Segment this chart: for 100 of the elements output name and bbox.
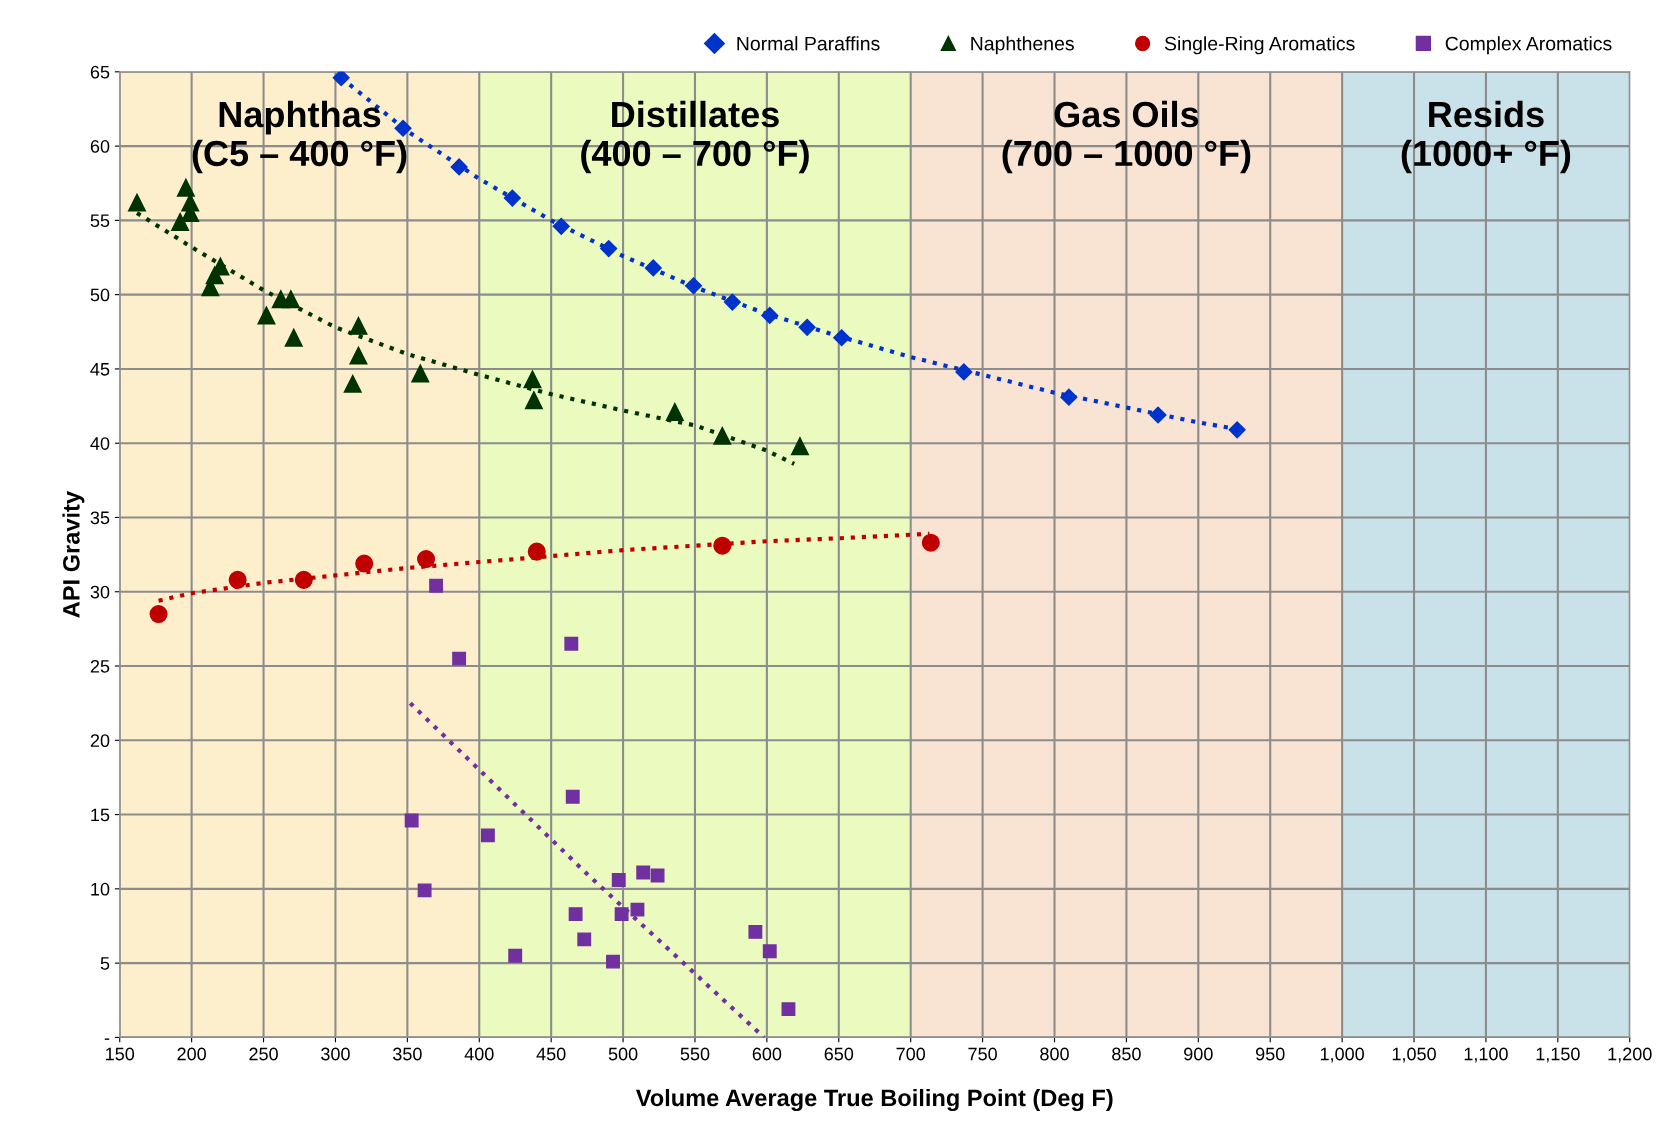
x-axis-title: Volume Average True Boiling Point (Deg F): [635, 1088, 1113, 1112]
y-tick-label: 45: [90, 363, 110, 376]
y-tick-label: 50: [90, 288, 110, 302]
point: [404, 813, 419, 828]
legend-label: Normal Paraffins: [737, 36, 880, 51]
point: [713, 536, 732, 555]
legend-label: Complex Aromatics: [1445, 36, 1612, 55]
y-axis-title: API Gravity: [62, 491, 85, 618]
x-tick-label: 1,000: [1320, 1047, 1365, 1063]
legend-label: Naphthenes: [971, 36, 1074, 55]
point: [684, 277, 703, 295]
point: [600, 240, 618, 258]
x-tick-label: 750: [968, 1047, 997, 1061]
y-tick-label: 55: [90, 214, 110, 228]
x-tick-label: 300: [321, 1047, 350, 1061]
point: [332, 71, 350, 87]
point: [503, 189, 521, 207]
point: [176, 178, 195, 197]
point: [508, 948, 523, 963]
point: [552, 217, 570, 235]
y-tick-label: 5: [100, 957, 110, 970]
point: [630, 902, 645, 917]
point: [284, 328, 303, 347]
point: [650, 868, 665, 883]
point: [171, 212, 190, 231]
point: [921, 533, 940, 552]
point: [228, 570, 247, 589]
x-tick-label: 600: [752, 1047, 782, 1061]
point: [713, 426, 732, 445]
y-tick-label: 10: [91, 882, 110, 896]
x-tick-label: 350: [392, 1047, 422, 1061]
point: [394, 119, 412, 137]
point: [1228, 421, 1246, 439]
point: [480, 828, 495, 843]
point: [524, 391, 543, 410]
point: [1149, 406, 1167, 424]
point: [614, 907, 629, 922]
point: [748, 924, 763, 939]
point: [355, 554, 374, 573]
point: [568, 907, 583, 922]
point: [1060, 388, 1078, 406]
x-tick-label: 250: [249, 1047, 278, 1061]
point: [636, 865, 651, 880]
point: [833, 329, 851, 347]
y-tick-label: 60: [90, 140, 110, 153]
point: [577, 932, 592, 947]
point: [644, 259, 662, 277]
x-tick-label: 700: [896, 1047, 926, 1061]
x-tick-label: 1,050: [1392, 1047, 1436, 1063]
point: [149, 605, 168, 624]
y-tick-label: 20: [90, 734, 110, 748]
point: [257, 306, 276, 325]
point: [417, 883, 432, 898]
x-tick-label: 900: [1184, 1047, 1213, 1061]
point: [955, 363, 973, 381]
point: [281, 290, 300, 309]
legend-label: Single-Ring Aromatics: [1164, 36, 1355, 55]
x-tick-label: 1,100: [1464, 1047, 1508, 1063]
point: [349, 316, 368, 335]
x-tick-label: 850: [1112, 1047, 1141, 1061]
x-tick-label: 1,150: [1536, 1047, 1580, 1063]
point: [564, 636, 579, 651]
band-label: Naphthas (C5 – 400 °F): [192, 100, 407, 174]
x-tick-label: 500: [608, 1047, 638, 1061]
y-tick-label: 65: [90, 65, 110, 79]
x-tick-label: 200: [177, 1047, 206, 1061]
band-label: Resids (1000+ °F): [1401, 100, 1571, 174]
y-tick-label: 15: [91, 808, 110, 822]
point: [417, 550, 436, 569]
point: [606, 954, 620, 969]
y-tick-label: 35: [90, 511, 110, 525]
band-label: Distillates (400 – 700 °F): [581, 100, 809, 174]
point: [349, 346, 368, 365]
y-tick-label: 25: [90, 659, 110, 673]
point: [411, 364, 430, 383]
x-tick-label: 650: [824, 1047, 854, 1061]
band-label: Gas Oils (700 – 1000 °F): [1002, 100, 1251, 174]
point: [665, 402, 684, 422]
x-tick-label: 550: [680, 1047, 710, 1061]
point: [762, 944, 777, 959]
point: [127, 193, 147, 212]
point: [611, 872, 626, 887]
point: [798, 318, 816, 336]
x-tick-label: 450: [536, 1047, 566, 1061]
point: [452, 651, 467, 666]
point: [527, 542, 546, 561]
x-tick-label: 150: [106, 1047, 135, 1061]
x-tick-label: 1,200: [1608, 1047, 1652, 1063]
point: [450, 158, 468, 176]
point: [790, 437, 809, 456]
y-tick-label: -: [104, 1038, 110, 1040]
point: [565, 789, 580, 804]
point: [343, 374, 362, 393]
point: [523, 370, 542, 389]
y-tick-label: 30: [90, 585, 110, 599]
point: [761, 306, 779, 324]
x-tick-label: 400: [464, 1047, 494, 1061]
x-tick-label: 950: [1256, 1047, 1285, 1061]
point: [294, 570, 313, 589]
y-tick-label: 40: [90, 437, 110, 450]
